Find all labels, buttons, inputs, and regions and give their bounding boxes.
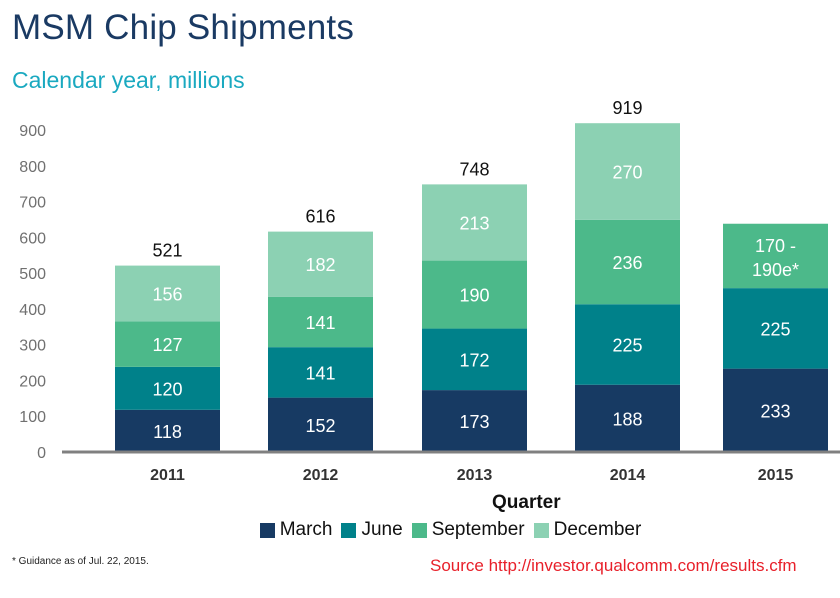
segment-labels: 118 120 127 156 152 141 141 182 173 172 190 213 188 2… (152, 163, 799, 442)
bar-segment-march (723, 368, 828, 452)
y-axis-ticks: 0 100 200 300 400 500 600 700 800 900 (19, 123, 46, 462)
bar-segment-december (422, 184, 527, 261)
total-label: 748 (459, 159, 489, 179)
segment-label: 127 (152, 335, 182, 355)
bar-segment-september (268, 296, 373, 348)
x-axis-ticks: 2011 2012 2013 2014 2015 (150, 467, 793, 484)
bar-segment-september (575, 219, 680, 305)
legend-item-june: June (341, 519, 403, 541)
segment-label: 236 (612, 253, 642, 273)
bar-segment-march (575, 384, 680, 452)
segment-label: 173 (459, 412, 489, 432)
bar-segment-march (115, 409, 220, 452)
y-tick-label: 200 (19, 373, 46, 390)
y-tick-label: 700 (19, 195, 46, 212)
bar-segment-december (575, 123, 680, 220)
bar-segment-march (268, 397, 373, 452)
bar-segment-june (723, 288, 828, 369)
bar-segment-june (115, 366, 220, 410)
segment-label: 118 (153, 422, 182, 442)
segment-label: 233 (760, 401, 790, 421)
chart-subtitle: Calendar year, millions (12, 67, 245, 93)
y-tick-label: 100 (19, 409, 46, 426)
total-label: 919 (612, 98, 642, 118)
x-tick-label: 2011 (150, 467, 185, 484)
y-tick-label: 500 (19, 266, 46, 283)
legend-swatch-march (259, 522, 275, 538)
bar-segment-december (268, 231, 373, 297)
y-tick-label: 300 (19, 338, 46, 355)
legend-item-december: December (533, 519, 642, 541)
chart-title: MSM Chip Shipments (12, 8, 355, 47)
footnote: * Guidance as of Jul. 22, 2015. (12, 556, 149, 567)
segment-label: 120 (152, 379, 182, 399)
total-label: 616 (305, 207, 335, 227)
bar-segment-december (115, 265, 220, 322)
legend: March June September December (0, 519, 840, 541)
total-label: 521 (152, 241, 182, 261)
total-labels: 521 616 748 919 (152, 98, 642, 260)
bar-segment-march (422, 390, 527, 452)
y-tick-label: 400 (19, 302, 46, 319)
segment-label: 141 (305, 313, 335, 333)
legend-swatch-december (533, 522, 549, 538)
segment-label: 182 (305, 255, 335, 275)
legend-label: December (553, 519, 642, 540)
legend-label: June (361, 519, 403, 540)
source-link[interactable]: Source http://investor.qualcomm.com/resu… (430, 556, 797, 575)
bar-segment-september (115, 321, 220, 367)
x-tick-label: 2013 (457, 467, 493, 484)
segment-label: 270 (612, 163, 642, 183)
x-tick-label: 2014 (610, 467, 646, 484)
bar-segment-june (422, 328, 527, 391)
segment-label: 225 (612, 335, 642, 355)
x-tick-label: 2012 (303, 467, 339, 484)
y-tick-label: 800 (19, 159, 46, 176)
bar-segment-june (268, 347, 373, 398)
bars (115, 123, 828, 452)
segment-label: 190 (459, 286, 489, 306)
bar-segment-june (575, 304, 680, 385)
bar-segment-september (723, 223, 828, 289)
x-axis-title: Quarter (492, 492, 561, 513)
legend-swatch-june (341, 522, 357, 538)
segment-label: 188 (612, 409, 642, 429)
segment-label: 172 (459, 350, 489, 370)
segment-label: 213 (459, 213, 489, 233)
segment-label: 141 (305, 363, 335, 383)
segment-label: 170 - (755, 236, 796, 256)
segment-label: 152 (305, 416, 335, 436)
segment-label: 225 (760, 319, 790, 339)
legend-label: September (431, 519, 525, 540)
legend-label: March (279, 519, 333, 540)
legend-item-march: March (259, 519, 333, 541)
segment-label: 190e* (752, 260, 799, 280)
x-tick-label: 2015 (758, 467, 794, 484)
y-tick-label: 900 (19, 123, 46, 140)
bar-segment-september (422, 260, 527, 329)
y-tick-label: 0 (37, 445, 46, 462)
segment-label: 156 (152, 285, 182, 305)
legend-swatch-september (411, 522, 427, 538)
y-tick-label: 600 (19, 230, 46, 247)
legend-item-september: September (411, 519, 525, 541)
